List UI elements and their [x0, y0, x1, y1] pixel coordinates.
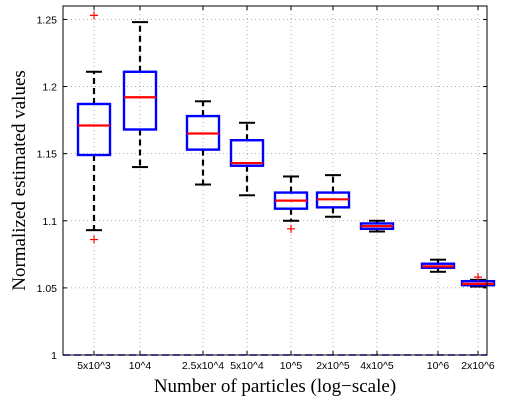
plot-frame	[62, 5, 488, 356]
box-iqr	[122, 70, 158, 131]
x-tick-label: 10^4	[129, 360, 152, 372]
x-tick-label: 4x10^5	[360, 360, 394, 372]
box-iqr	[229, 139, 265, 167]
outlier-marker	[90, 11, 98, 20]
box-iqr	[76, 102, 112, 157]
y-tick-label: 1.1	[42, 216, 57, 228]
y-tick-label: 1.2	[42, 82, 57, 94]
box-10^6	[420, 258, 456, 273]
box-10^4	[122, 21, 158, 169]
outlier-marker	[90, 235, 98, 244]
box-2x10^5	[315, 174, 351, 218]
grid	[63, 6, 487, 356]
outlier-marker	[287, 224, 295, 233]
x-tick-label: 5x10^4	[230, 360, 264, 372]
box-10^5	[273, 175, 309, 233]
x-tick-label: 2x10^5	[316, 360, 350, 372]
x-tick-label: 10^5	[280, 360, 303, 372]
x-tick-label: 10^6	[427, 360, 450, 372]
box-5x10^3	[76, 11, 112, 244]
box-4x10^5	[359, 219, 395, 233]
x-tick-label: 2.5x10^4	[182, 360, 224, 372]
box-5x10^4	[229, 121, 265, 197]
outlier-marker	[474, 273, 482, 282]
x-axis-title: Number of particles (log−scale)	[154, 376, 396, 397]
box-2.5x10^4	[185, 100, 221, 186]
y-tick-label: 1.05	[37, 283, 58, 295]
x-tick-label: 2x10^6	[461, 360, 495, 372]
y-axis-title: Normalized estimated values	[9, 70, 30, 291]
box-group	[76, 11, 496, 288]
tick-labels: 1 1.05 1.1 1.15 1.2 1.25 5x10^3 10^4 2.5x10^4 5x1…	[37, 6, 495, 372]
box-2x10^6	[460, 273, 496, 288]
y-tick-label: 1	[51, 350, 57, 362]
y-tick-label: 1.25	[37, 14, 58, 26]
y-tick-label: 1.15	[37, 149, 58, 161]
x-tick-label: 5x10^3	[77, 360, 111, 372]
